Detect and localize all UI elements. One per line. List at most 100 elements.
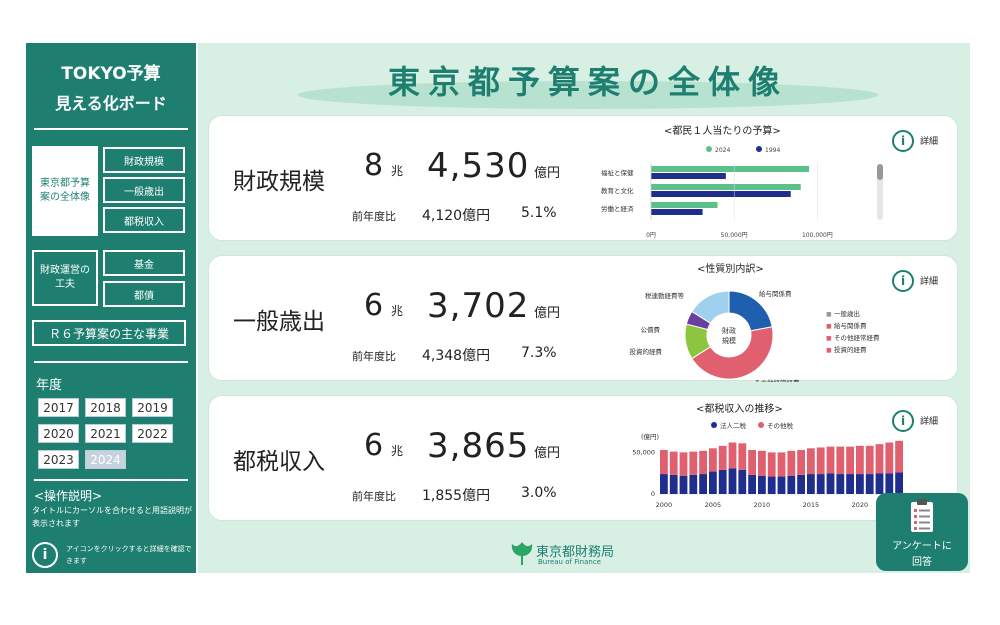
bar-segment [699,450,707,475]
breakdown-donut-chart: 給与関係費その他経常経費投資的経費公債費税連動経費等財政規模■一般歳出■給与関係… [630,289,881,382]
legend-label: 投資的経費 [834,345,867,354]
bar-segment [669,474,678,494]
bar-segment [718,445,727,470]
nav-overview[interactable]: 東京都予算案の全体像 [32,146,98,236]
survey-button[interactable]: アンケートに 回答 [876,493,968,571]
yoy-percent: 5.1% [521,205,557,221]
nav-bond[interactable]: 都債 [103,281,185,307]
year-2017-button[interactable]: 2017 [38,398,79,417]
tick-label: 2015 [803,501,820,509]
card-value-cho: 6 [364,288,384,323]
card-value-cho: 8 [364,148,384,183]
detail-link[interactable]: 詳細 [920,277,939,287]
card-label: 一般歳出 [233,309,325,335]
year-2023-button[interactable]: 2023 [38,450,79,469]
divider [34,128,188,130]
scrollbar-thumb[interactable] [877,164,883,180]
bar-segment [836,474,845,494]
slice-label: 投資的経費 [630,347,663,356]
card-value-cho: 6 [364,428,384,463]
legend-marker: ■ [826,335,832,342]
year-2020-button[interactable]: 2020 [38,424,79,443]
bar-segment [885,442,894,474]
divider [34,361,188,363]
nav-ingenuity[interactable]: 財政運営の工夫 [32,250,98,306]
legend-label: その他経常経費 [834,333,880,342]
bar-segment [865,474,874,494]
yoy-percent: 3.0% [521,485,557,501]
nav-fund[interactable]: 基金 [103,250,185,276]
card-unit-cho: 兆 [391,164,404,178]
legend-marker: ■ [826,311,832,318]
nav-scale[interactable]: 財政規模 [103,147,185,173]
card-tax: 都税収入 6 兆 3,865 億円 前年度比 1,855億円 3.0% <都税収… [208,395,958,521]
card-unit-oku: 億円 [534,446,561,461]
legend-label: 一般歳出 [834,309,860,318]
slice-label: その他経常経費 [754,378,800,382]
bar [651,191,791,197]
tick-label: 50,000 [632,448,655,456]
tick-label: 2010 [754,501,771,509]
bar-segment [758,450,766,476]
info-icon[interactable]: i [892,410,914,432]
bar-segment [875,473,884,494]
chart-scrollbar[interactable] [877,164,883,220]
bar-segment [865,445,874,475]
bar-segment [836,446,845,475]
dashboard-frame: TOKYO予算 見える化ボード 東京都予算案の全体像 財政規模 一般歳出 都税収… [26,43,970,573]
nav-r6-projects[interactable]: Ｒ６予算案の主な事業 [32,320,186,346]
bar-segment [689,474,698,494]
y-axis-label: (億円) [641,432,659,441]
tick-label: 50,000円 [721,232,748,239]
year-2024-button[interactable]: 2024 [85,450,126,469]
year-2019-button[interactable]: 2019 [132,398,173,417]
bar-segment [767,452,776,477]
main-area: 東京都予算案の全体像 財政規模 8 兆 4,530 億円 前年度比 4,120億… [198,43,970,573]
bar-segment [787,450,796,476]
category-label: 教育と文化 [601,186,634,195]
yoy-value: 4,120億円 [422,208,491,224]
clipboard-icon [911,499,933,532]
nav-expenditure[interactable]: 一般歳出 [103,177,185,203]
card-expenditure: 一般歳出 6 兆 3,702 億円 前年度比 4,348億円 7.3% <性質別… [208,255,958,382]
bureau-logo-jp: 東京都財務局 [536,545,615,560]
bar-segment [787,475,796,494]
slice-label: 公債費 [641,325,661,334]
card-value-oku: 4,530 [427,146,530,186]
bar-segment [856,474,864,494]
card-value-oku: 3,702 [427,286,530,326]
detail-link[interactable]: 詳細 [920,137,939,147]
bar-segment [807,448,815,475]
chart-title: <都税収入の推移> [696,404,783,415]
detail-link[interactable]: 詳細 [920,417,939,427]
bar [651,202,718,208]
legend-marker: ■ [826,347,832,354]
slice-label: 給与関係費 [759,289,792,298]
yoy-label: 前年度比 [352,210,396,223]
bar-segment [709,471,717,494]
year-2021-button[interactable]: 2021 [85,424,126,443]
year-2022-button[interactable]: 2022 [132,424,173,443]
bar-segment [826,473,835,494]
yoy-label: 前年度比 [352,350,396,363]
bar-segment [689,451,698,475]
survey-label-line1: アンケートに [892,541,952,552]
bar [651,184,801,190]
nav-tax[interactable]: 都税収入 [103,207,185,233]
year-2018-button[interactable]: 2018 [85,398,126,417]
info-icon[interactable]: i [892,270,914,292]
bar-segment [797,474,805,494]
bar [651,209,703,215]
slice-label: 税連動経費等 [645,291,685,300]
bar-segment [856,445,864,475]
chart-title: <都民１人当たりの予算> [664,126,781,137]
bar-segment [679,475,688,494]
sidebar: TOKYO予算 見える化ボード 東京都予算案の全体像 財政規模 一般歳出 都税収… [26,43,196,573]
tick-label: 0円 [646,232,656,239]
bar-segment [846,474,854,494]
info-help-text: アイコンをクリックすると詳細を確認できます [66,545,192,565]
yoy-label: 前年度比 [352,490,396,503]
info-icon[interactable]: i [892,130,914,152]
